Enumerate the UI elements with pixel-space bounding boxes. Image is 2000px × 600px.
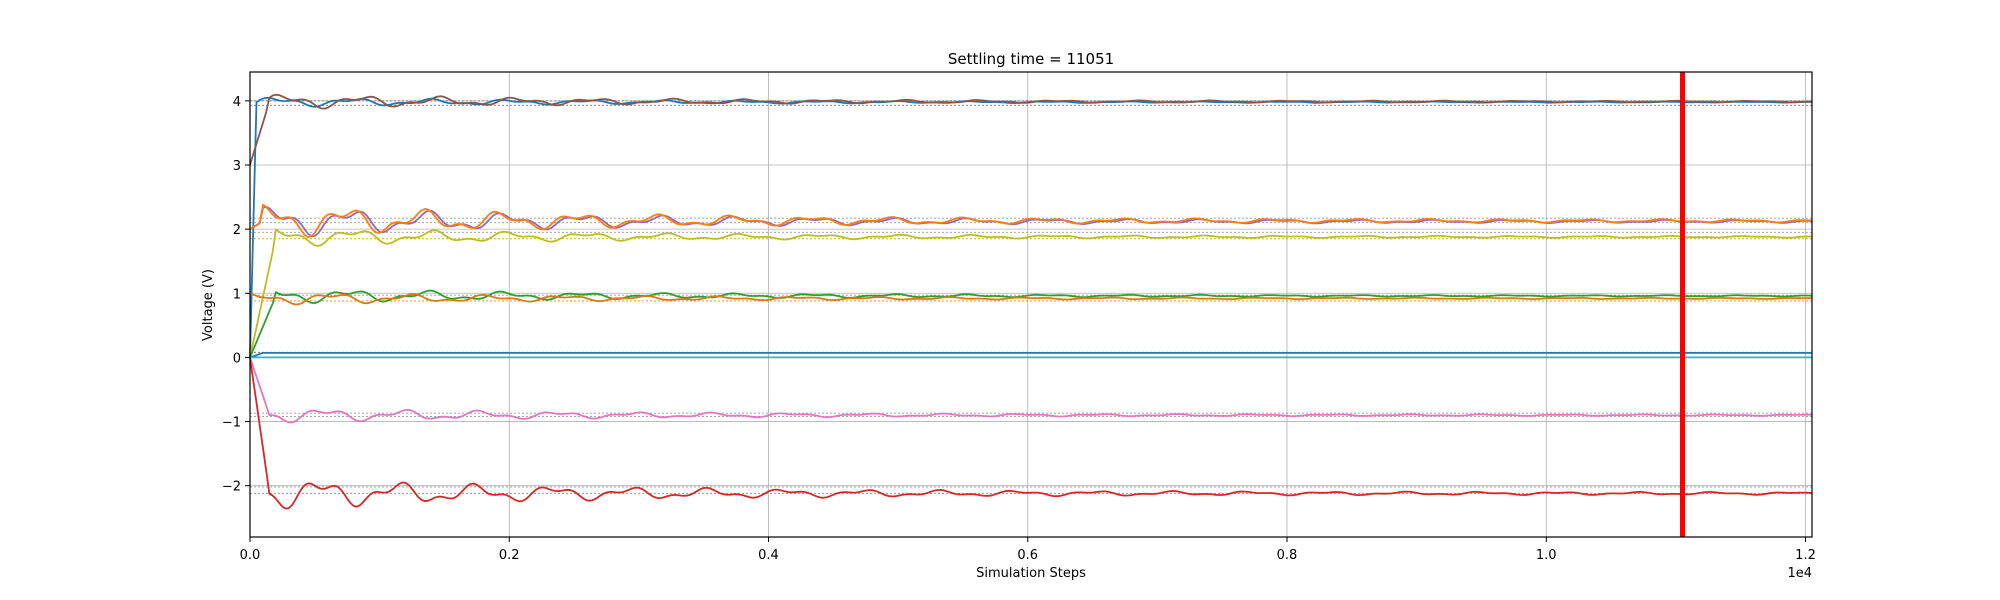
series-line: [249, 205, 1813, 238]
x-tick-label: 1.0: [1536, 548, 1557, 563]
y-axis-ticks: −2 −1 0 1 2 3 4: [222, 95, 250, 495]
series-line: [249, 292, 1813, 306]
x-axis-label: Simulation Steps: [976, 566, 1086, 581]
series-line: [249, 203, 1812, 239]
x-axis-offset-text: 1e4: [1787, 566, 1812, 581]
y-tick-label: 2: [233, 223, 241, 238]
plot-frame: [249, 71, 1813, 538]
series-line: [249, 357, 1813, 424]
y-tick-label: 1: [233, 287, 241, 302]
series-line: [249, 357, 1813, 510]
series-line: [249, 351, 1812, 359]
y-tick-label: −2: [222, 480, 241, 495]
y-axis-label: Voltage (V): [201, 269, 216, 341]
series-line: [249, 93, 1813, 166]
series-line: [249, 289, 1812, 358]
series-lines: [249, 93, 1813, 510]
x-tick-label: 1.2: [1795, 548, 1816, 563]
x-axis-ticks: 0.0 0.2 0.4 0.6 0.8 1.0 1.2: [240, 537, 1816, 563]
y-tick-label: −1: [222, 416, 241, 431]
series-line: [249, 228, 1812, 358]
y-tick-label: 4: [233, 95, 241, 110]
y-tick-label: 0: [233, 351, 241, 366]
x-tick-label: 0.6: [1017, 548, 1038, 563]
chart-title: Settling time = 11051: [948, 50, 1114, 68]
x-tick-label: 0.2: [499, 548, 520, 563]
x-tick-label: 0.4: [758, 548, 779, 563]
x-tick-label: 0.8: [1277, 548, 1298, 563]
y-tick-label: 3: [233, 159, 241, 174]
x-tick-label: 0.0: [240, 548, 261, 563]
